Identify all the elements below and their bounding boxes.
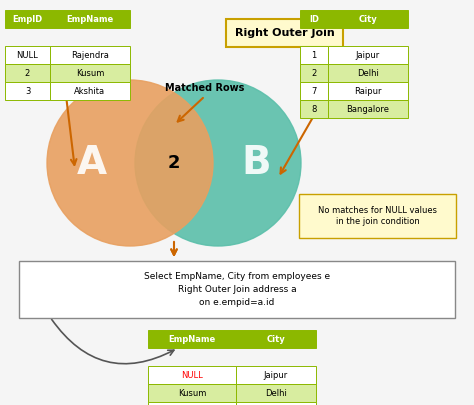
Text: Delhi: Delhi: [265, 388, 287, 397]
FancyBboxPatch shape: [236, 366, 316, 384]
Text: 2: 2: [311, 68, 317, 77]
FancyBboxPatch shape: [5, 64, 50, 82]
Text: Delhi: Delhi: [357, 68, 379, 77]
Text: EmpName: EmpName: [168, 335, 216, 343]
Text: 3: 3: [25, 87, 30, 96]
Text: NULL: NULL: [17, 51, 38, 60]
Text: Raipur: Raipur: [354, 87, 382, 96]
Circle shape: [47, 80, 213, 246]
Text: A: A: [77, 144, 107, 182]
FancyBboxPatch shape: [300, 46, 328, 64]
FancyBboxPatch shape: [148, 402, 236, 405]
Text: Bangalore: Bangalore: [346, 104, 390, 113]
FancyBboxPatch shape: [328, 82, 408, 100]
Text: Select EmpName, City from employees e
Right Outer Join address a
on e.empid=a.id: Select EmpName, City from employees e Ri…: [144, 272, 330, 307]
Text: ID: ID: [309, 15, 319, 23]
Text: No matches for NULL values
in the join condition: No matches for NULL values in the join c…: [318, 206, 437, 226]
FancyBboxPatch shape: [236, 384, 316, 402]
Text: City: City: [266, 335, 285, 343]
Text: Matched Rows: Matched Rows: [165, 83, 245, 93]
Text: Rajendra: Rajendra: [71, 51, 109, 60]
FancyBboxPatch shape: [236, 330, 316, 348]
Text: B: B: [241, 144, 271, 182]
FancyBboxPatch shape: [5, 10, 50, 28]
FancyBboxPatch shape: [50, 46, 130, 64]
FancyBboxPatch shape: [5, 82, 50, 100]
FancyBboxPatch shape: [148, 384, 236, 402]
FancyBboxPatch shape: [148, 366, 236, 384]
Text: Akshita: Akshita: [74, 87, 106, 96]
FancyBboxPatch shape: [300, 82, 328, 100]
Text: 8: 8: [311, 104, 317, 113]
Text: Right Outer Join: Right Outer Join: [235, 28, 335, 38]
FancyBboxPatch shape: [328, 46, 408, 64]
FancyBboxPatch shape: [300, 64, 328, 82]
Text: NULL: NULL: [181, 371, 203, 379]
Text: Jaipur: Jaipur: [356, 51, 380, 60]
Text: 7: 7: [311, 87, 317, 96]
FancyBboxPatch shape: [328, 100, 408, 118]
FancyBboxPatch shape: [227, 19, 344, 47]
Text: Kusum: Kusum: [76, 68, 104, 77]
FancyBboxPatch shape: [50, 82, 130, 100]
FancyBboxPatch shape: [19, 261, 455, 318]
Circle shape: [135, 80, 301, 246]
FancyBboxPatch shape: [328, 10, 408, 28]
FancyBboxPatch shape: [50, 64, 130, 82]
Text: EmpID: EmpID: [12, 15, 43, 23]
Text: 2: 2: [25, 68, 30, 77]
Text: Kusum: Kusum: [178, 388, 206, 397]
Text: EmpName: EmpName: [66, 15, 114, 23]
Text: Jaipur: Jaipur: [264, 371, 288, 379]
FancyBboxPatch shape: [328, 64, 408, 82]
FancyBboxPatch shape: [50, 10, 130, 28]
Text: 2: 2: [168, 154, 180, 172]
FancyBboxPatch shape: [300, 10, 328, 28]
FancyBboxPatch shape: [236, 402, 316, 405]
Text: 1: 1: [311, 51, 317, 60]
FancyBboxPatch shape: [300, 100, 328, 118]
FancyBboxPatch shape: [5, 46, 50, 64]
Text: City: City: [359, 15, 377, 23]
FancyBboxPatch shape: [299, 194, 456, 238]
FancyBboxPatch shape: [148, 330, 236, 348]
